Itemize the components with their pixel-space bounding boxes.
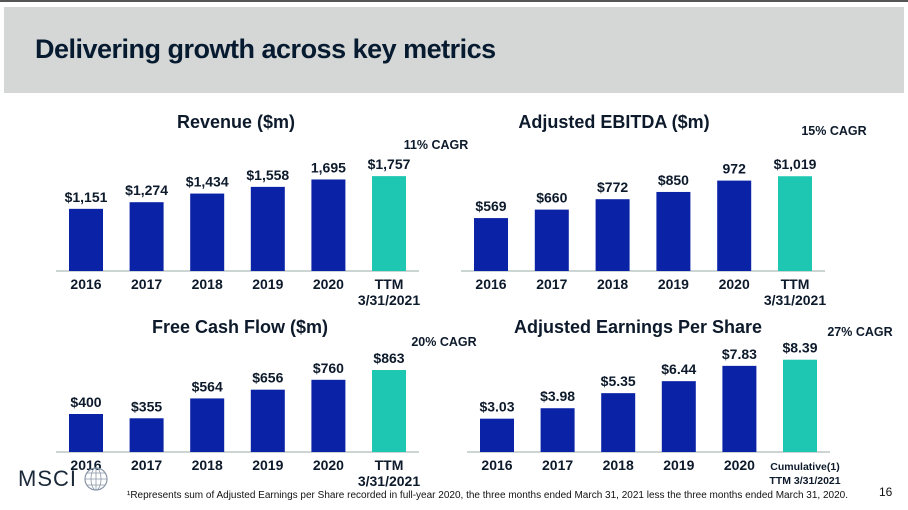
data-label: $660 xyxy=(536,190,567,206)
bar xyxy=(778,176,812,271)
data-label: $400 xyxy=(70,394,101,410)
category-label: TTM 3/31/2021 xyxy=(769,475,840,487)
cagr-label: 27% CAGR xyxy=(827,325,892,339)
bar xyxy=(190,398,225,452)
bar xyxy=(250,389,285,452)
logo-text: MSCI xyxy=(18,466,77,491)
category-label: TTM xyxy=(375,276,404,292)
bar xyxy=(480,418,514,452)
data-label: $7.83 xyxy=(722,346,757,362)
category-label: 2019 xyxy=(663,457,694,473)
title-banner xyxy=(4,7,904,93)
category-label: 2016 xyxy=(475,276,506,292)
category-label: 2017 xyxy=(131,457,162,473)
data-label: $1,757 xyxy=(368,156,411,172)
bar xyxy=(783,359,817,452)
category-label: 2020 xyxy=(313,276,344,292)
bar xyxy=(601,393,636,452)
category-label: 2020 xyxy=(719,276,750,292)
bar xyxy=(250,186,285,271)
bar xyxy=(474,218,508,271)
category-label: TTM xyxy=(375,457,404,473)
bar xyxy=(661,381,696,452)
msci-logo: MSCI xyxy=(18,466,109,492)
bar xyxy=(717,180,752,271)
bar xyxy=(129,418,164,452)
data-label: $656 xyxy=(252,370,283,386)
category-label: 2019 xyxy=(658,276,689,292)
bar xyxy=(129,202,164,271)
category-label: 3/31/2021 xyxy=(358,473,420,489)
data-label: $355 xyxy=(131,398,162,414)
data-label: $1,558 xyxy=(246,167,289,183)
data-label: $1,019 xyxy=(774,156,817,172)
data-label: 972 xyxy=(723,161,747,177)
category-label: 2017 xyxy=(131,276,162,292)
category-label: 2019 xyxy=(252,276,283,292)
globe-icon xyxy=(84,467,108,491)
data-label: $1,274 xyxy=(125,182,168,198)
category-label: 2019 xyxy=(252,457,283,473)
cagr-label: 20% CAGR xyxy=(411,335,476,349)
bar xyxy=(372,176,406,271)
data-label: $1,434 xyxy=(186,174,229,190)
data-label: $6.44 xyxy=(661,361,696,377)
chart-title: Revenue ($m) xyxy=(177,112,295,132)
category-label: 2017 xyxy=(542,457,573,473)
slide-title: Delivering growth across key metrics xyxy=(35,34,496,64)
bar xyxy=(722,365,757,452)
data-label: $760 xyxy=(313,360,344,376)
category-label: 2020 xyxy=(313,457,344,473)
category-label: Cumulative(1) xyxy=(770,461,839,473)
top-border xyxy=(0,0,908,2)
data-label: $1,151 xyxy=(65,189,108,205)
bar xyxy=(540,408,575,452)
bar xyxy=(534,209,569,271)
data-label: $569 xyxy=(475,198,506,214)
category-label: 2017 xyxy=(536,276,567,292)
data-label: $3.03 xyxy=(479,399,514,415)
bar xyxy=(656,191,691,271)
bar xyxy=(69,208,103,271)
data-label: $3.98 xyxy=(540,388,575,404)
data-label: $8.39 xyxy=(782,340,817,356)
category-label: 2018 xyxy=(597,276,628,292)
category-label: 2018 xyxy=(192,276,223,292)
category-label: TTM xyxy=(781,276,810,292)
category-label: 2016 xyxy=(481,457,512,473)
category-label: 2016 xyxy=(70,276,101,292)
page-number: 16 xyxy=(879,485,893,499)
cagr-label: 15% CAGR xyxy=(801,124,866,138)
chart-title: Adjusted EBITDA ($m) xyxy=(518,112,709,132)
category-label: 2018 xyxy=(192,457,223,473)
bar xyxy=(311,379,346,452)
data-label: $564 xyxy=(192,378,223,394)
data-label: $772 xyxy=(597,179,628,195)
data-label: 1,695 xyxy=(311,159,346,175)
data-label: $5.35 xyxy=(601,373,636,389)
chart-title: Adjusted Earnings Per Share xyxy=(514,317,762,337)
category-label: 3/31/2021 xyxy=(764,292,826,308)
bar xyxy=(311,179,346,271)
bar xyxy=(69,414,103,452)
chart-title: Free Cash Flow ($m) xyxy=(152,317,328,337)
category-label: 2020 xyxy=(724,457,755,473)
bar xyxy=(595,199,630,271)
category-label: 3/31/2021 xyxy=(358,292,420,308)
category-label: 2018 xyxy=(603,457,634,473)
footnote: ¹Represents sum of Adjusted Earnings per… xyxy=(127,490,848,501)
cagr-label: 11% CAGR xyxy=(404,138,469,152)
data-label: $850 xyxy=(658,172,689,188)
data-label: $863 xyxy=(373,350,404,366)
bar xyxy=(190,193,225,271)
bar xyxy=(372,370,406,452)
